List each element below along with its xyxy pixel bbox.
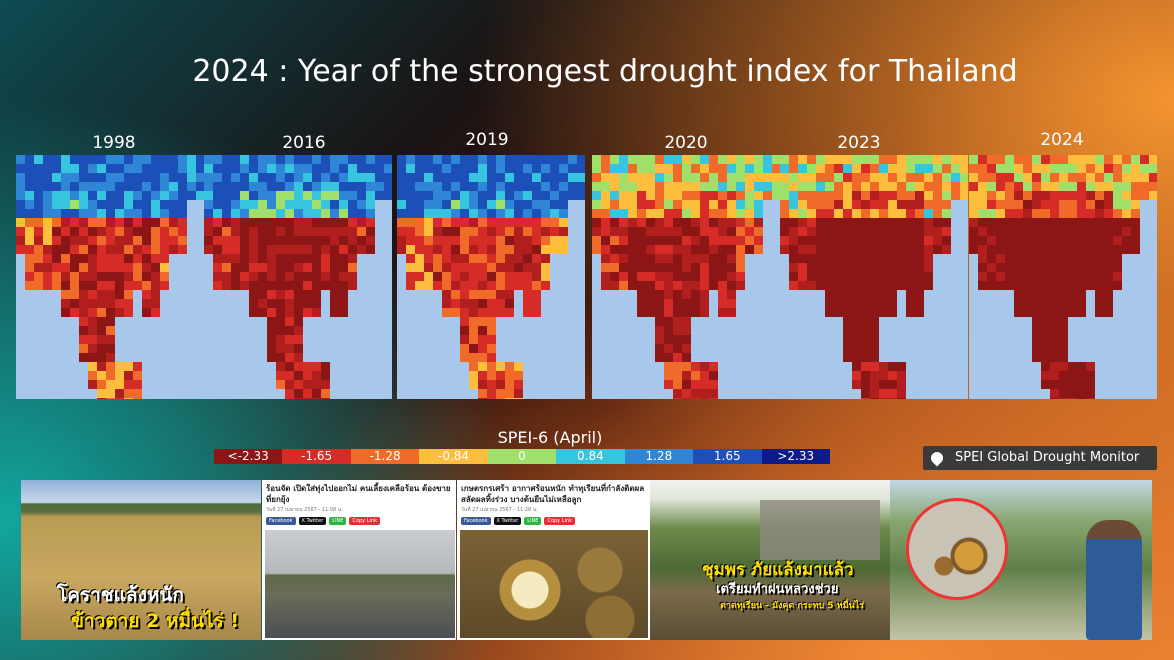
- legend-bin: 0: [487, 449, 557, 464]
- legend-bin: -1.28: [350, 449, 420, 464]
- coconut-inset-circle: [906, 498, 1008, 600]
- chumphon-photo: ชุมพร ภัยแล้งมาแล้ว เตรียมทำฝนหลวงช่วย ต…: [650, 480, 890, 640]
- chumphon-subtitle-2: ตาดทุเรียน - มังคุด กระทบ 5 หมื่นไร่: [720, 601, 865, 611]
- legend-bin: 0.84: [556, 449, 625, 464]
- legend-bin: -1.65: [282, 449, 351, 464]
- chumphon-subtitle: เตรียมทำฝนหลวงช่วย: [716, 582, 839, 597]
- droplet-icon: [928, 449, 946, 467]
- twitter-share-button[interactable]: X Twitter: [298, 517, 327, 525]
- spei-map-2024: [969, 155, 1157, 399]
- facebook-share-button[interactable]: Facebook: [461, 517, 491, 525]
- article-date: วันที่ 27 เมษายน 2567 - 11:08 น.: [266, 507, 343, 513]
- spei-map-2016: [204, 155, 392, 399]
- legend-bin: -0.84: [419, 449, 488, 464]
- legend-bin: <-2.33: [214, 449, 283, 464]
- article-date: วันที่ 27 เมษายน 2567 - 11:28 น.: [461, 507, 538, 513]
- line-share-button[interactable]: LINE: [524, 517, 542, 525]
- water-pipe-structure: [760, 500, 880, 560]
- spei-map-1998: [16, 155, 204, 399]
- year-label-2019: 2019: [465, 130, 509, 150]
- year-label-1998: 1998: [92, 133, 136, 153]
- facebook-share-button[interactable]: Facebook: [266, 517, 296, 525]
- spei-monitor-badge: SPEI Global Drought Monitor: [923, 446, 1157, 470]
- year-label-2020: 2020: [664, 133, 708, 153]
- article-photo: [265, 530, 455, 638]
- news-article-2[interactable]: เกษตรกรเศร้า อากาศร้อนหนัก ทำทุเรียนที่ก…: [457, 480, 650, 640]
- spei-map-2020: [592, 155, 780, 399]
- article-headline[interactable]: เกษตรกรเศร้า อากาศร้อนหนัก ทำทุเรียนที่ก…: [461, 484, 645, 504]
- farmer-figure: [1086, 520, 1142, 640]
- korat-caption-2: ข้าวตาย 2 หมื่นไร่ !: [71, 610, 239, 632]
- legend-bin: 1.28: [624, 449, 694, 464]
- spei-map-2019: [397, 155, 585, 399]
- slide-title: 2024 : Year of the strongest drought ind…: [192, 54, 1018, 89]
- line-share-button[interactable]: LINE: [329, 517, 347, 525]
- legend-bin: 1.65: [693, 449, 762, 464]
- twitter-share-button[interactable]: X Twitter: [493, 517, 522, 525]
- spei-map-2023: [780, 155, 968, 399]
- korat-caption-1: โคราชแล้งหนัก: [57, 584, 184, 606]
- year-label-2023: 2023: [837, 133, 881, 153]
- durian-photo: [460, 530, 648, 638]
- spei-color-legend: <-2.33 -1.65 -1.28 -0.84 0 0.84 1.28 1.6…: [214, 449, 830, 464]
- news-article-1[interactable]: ร้อนจัด เปิดใส่ทุ่งไปออกไม่ คนเลี้ยงเคลื…: [262, 480, 456, 640]
- copy-link-button[interactable]: Copy Link: [349, 517, 380, 525]
- legend-bin: >2.33: [761, 449, 830, 464]
- year-label-2024: 2024: [1040, 130, 1084, 150]
- coconut-farmer-photo: [890, 480, 1152, 640]
- korat-rice-field-photo: โคราชแล้งหนัก ข้าวตาย 2 หมื่นไร่ !: [21, 480, 261, 640]
- article-headline[interactable]: ร้อนจัด เปิดใส่ทุ่งไปออกไม่ คนเลี้ยงเคลื…: [266, 484, 451, 504]
- badge-text: SPEI Global Drought Monitor: [955, 450, 1140, 465]
- chumphon-title: ชุมพร ภัยแล้งมาแล้ว: [702, 560, 854, 580]
- year-label-2016: 2016: [282, 133, 326, 153]
- copy-link-button[interactable]: Copy Link: [544, 517, 575, 525]
- legend-title: SPEI-6 (April): [497, 428, 603, 447]
